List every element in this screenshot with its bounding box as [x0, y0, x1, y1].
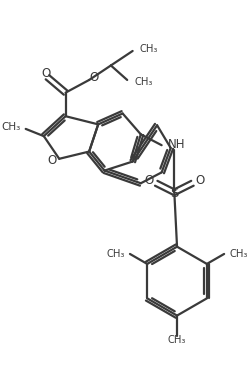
Text: CH₃: CH₃	[140, 44, 158, 54]
Text: CH₃: CH₃	[230, 249, 248, 259]
Text: S: S	[170, 187, 179, 200]
Text: CH₃: CH₃	[168, 335, 186, 345]
Text: CH₃: CH₃	[1, 122, 20, 132]
Text: O: O	[195, 174, 204, 187]
Text: O: O	[89, 71, 98, 84]
Text: CH₃: CH₃	[134, 77, 153, 87]
Text: O: O	[41, 67, 50, 80]
Text: CH₃: CH₃	[106, 249, 124, 259]
Text: NH: NH	[168, 138, 186, 151]
Text: O: O	[47, 154, 57, 167]
Text: O: O	[144, 174, 154, 187]
